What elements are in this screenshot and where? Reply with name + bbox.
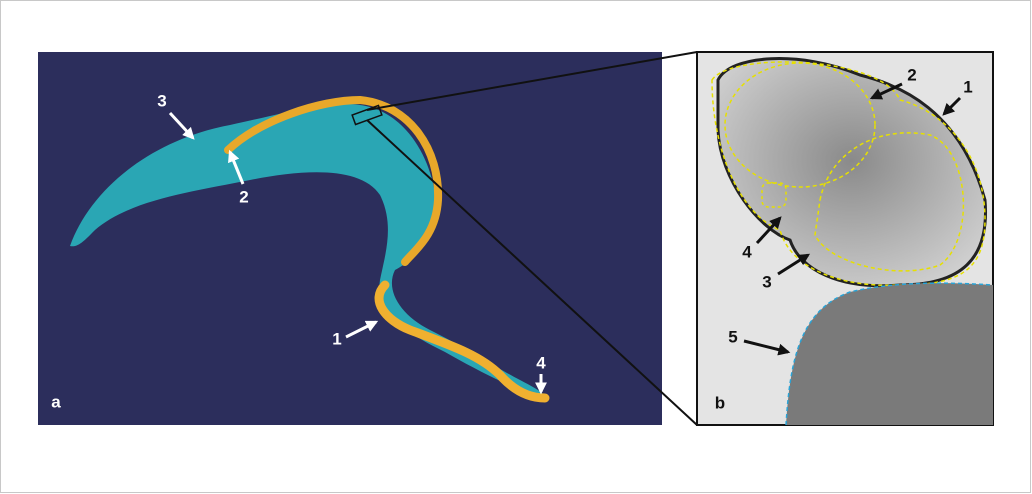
annotation: 4 (742, 242, 752, 261)
annotation: 3 (762, 272, 771, 291)
annotation: 1 (332, 329, 341, 348)
annotation: 3 (157, 91, 166, 110)
annotation: 4 (536, 353, 546, 372)
panel-label: b (715, 393, 725, 412)
figure: 3 2 1 4 a 2 1 4 3 5 b (0, 0, 1032, 494)
annotation: 5 (728, 327, 737, 346)
panel-label: a (51, 392, 61, 411)
panel-b: 2 1 4 3 5 b (697, 52, 993, 425)
panel-a: 3 2 1 4 a (38, 52, 662, 425)
annotation: 1 (963, 77, 972, 96)
annotation: 2 (239, 187, 248, 206)
annotation: 2 (907, 65, 916, 84)
